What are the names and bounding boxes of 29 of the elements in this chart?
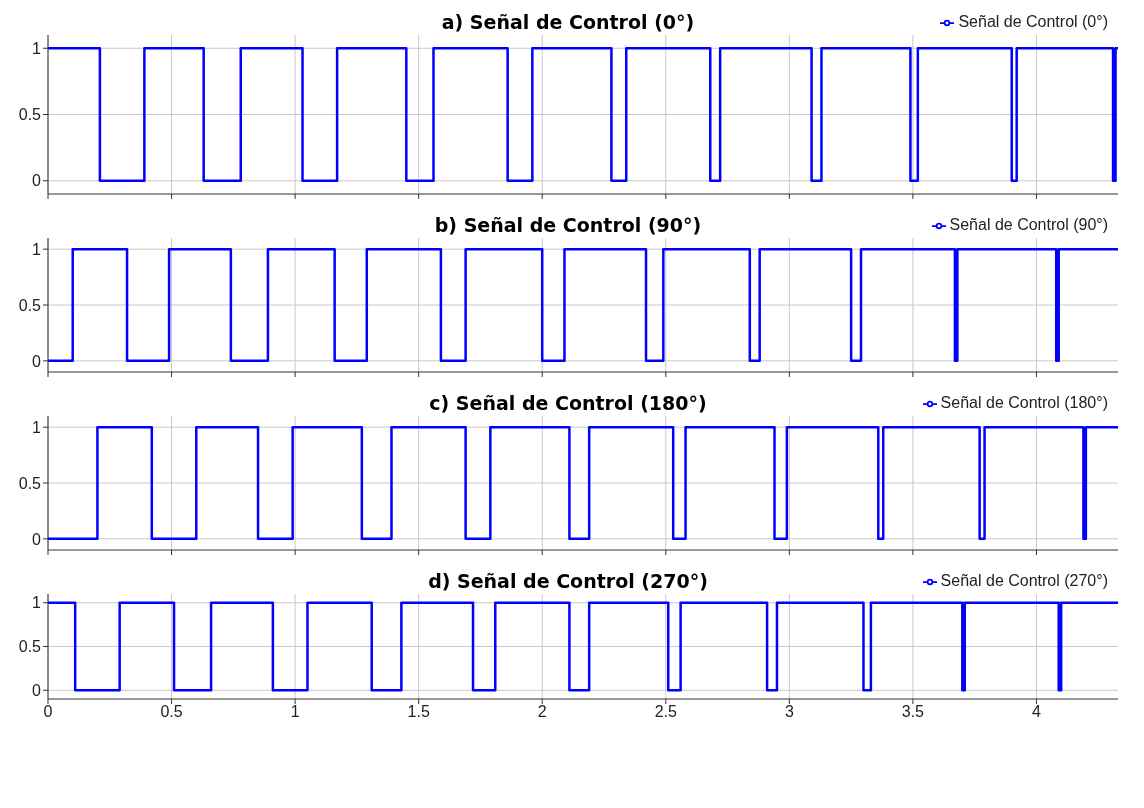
y-tick-label: 0 xyxy=(32,681,42,699)
legend-label: Señal de Control (90°) xyxy=(949,216,1108,233)
x-tick-label: 2.5 xyxy=(654,703,677,721)
y-tick-label: 0.5 xyxy=(18,296,42,314)
y-tick-label: 1 xyxy=(32,39,42,57)
y-tick-label: 1 xyxy=(32,418,42,436)
y-tick-label: 1 xyxy=(32,594,42,612)
y-tick-label: 0 xyxy=(32,352,42,370)
y-tick-label: 0.5 xyxy=(18,638,42,656)
x-tick-label: 3.5 xyxy=(901,703,925,721)
y-tick-label: 0.5 xyxy=(18,106,42,124)
chart-title: a) Señal de Control (0°) xyxy=(441,11,695,33)
y-tick-label: 0.5 xyxy=(18,474,42,492)
x-tick-label: 0 xyxy=(43,703,53,721)
legend-label: Señal de Control (270°) xyxy=(940,572,1108,589)
x-tick-label: 3 xyxy=(784,703,794,721)
x-tick-label: 1.5 xyxy=(407,703,430,721)
x-tick-label: 1 xyxy=(290,703,300,721)
chart-title: c) Señal de Control (180°) xyxy=(429,392,707,414)
y-tick-label: 0 xyxy=(32,530,42,548)
x-tick-label: 0.5 xyxy=(160,703,183,721)
y-tick-label: 1 xyxy=(32,240,42,258)
legend-label: Señal de Control (180°) xyxy=(940,394,1108,411)
legend-label: Señal de Control (0°) xyxy=(958,13,1108,30)
chart-title: b) Señal de Control (90°) xyxy=(434,214,702,236)
chart-title: d) Señal de Control (270°) xyxy=(428,570,708,592)
x-tick-label: 2 xyxy=(537,703,547,721)
y-tick-label: 0 xyxy=(32,172,42,190)
x-tick-label: 4 xyxy=(1032,703,1041,721)
